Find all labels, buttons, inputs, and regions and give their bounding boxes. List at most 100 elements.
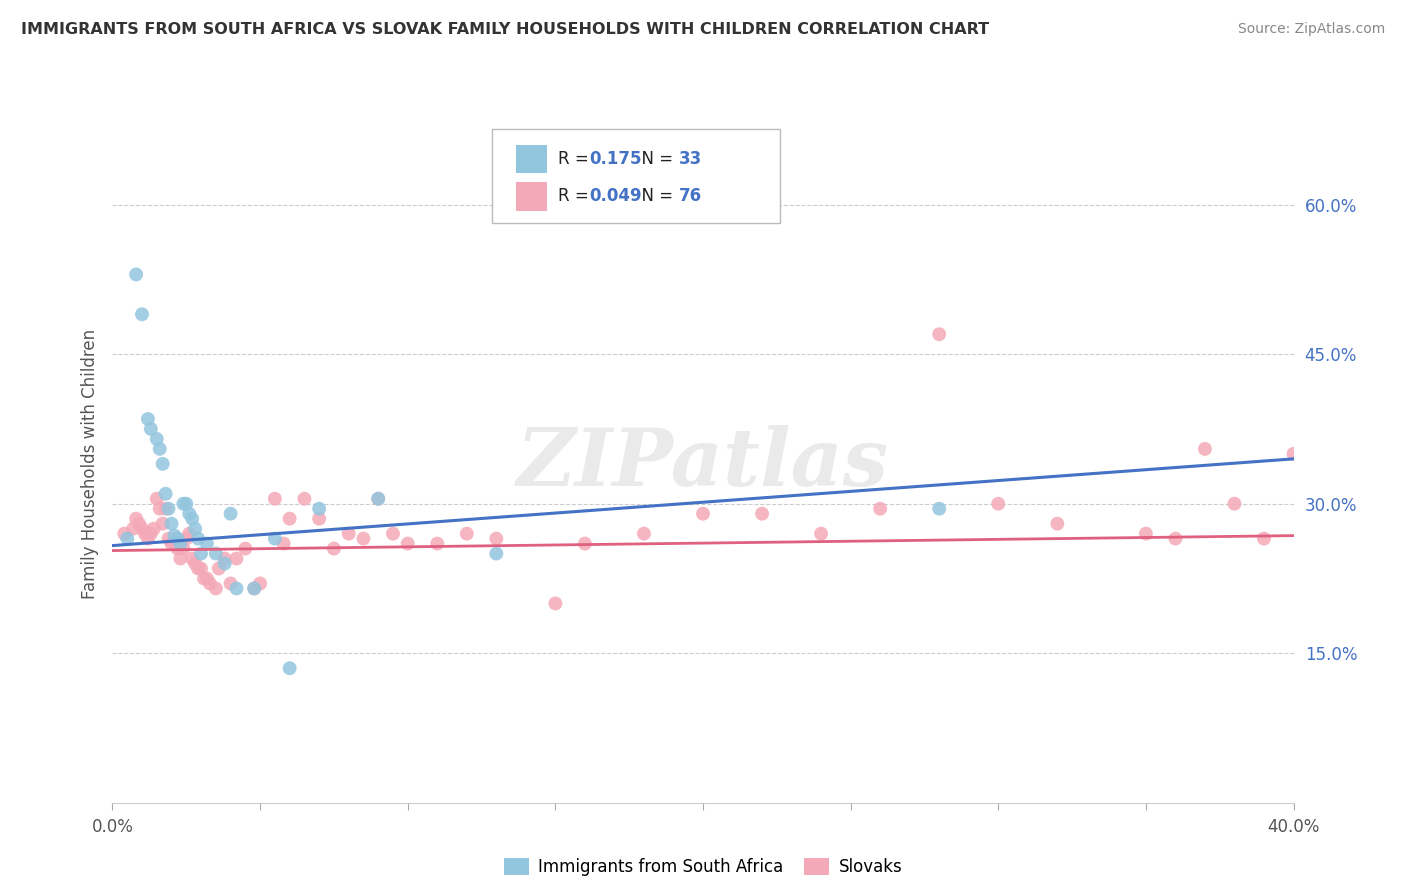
- Point: [987, 497, 1010, 511]
- Point: [179, 507, 201, 521]
- Point: [337, 526, 360, 541]
- Point: [163, 528, 186, 542]
- Point: [169, 536, 191, 550]
- Point: [195, 572, 218, 586]
- Point: [485, 547, 508, 561]
- Point: [214, 551, 236, 566]
- Point: [181, 511, 204, 525]
- Point: [225, 551, 247, 566]
- Point: [352, 532, 374, 546]
- Point: [396, 536, 419, 550]
- Point: [1046, 516, 1069, 531]
- Point: [146, 491, 169, 506]
- Point: [181, 551, 204, 566]
- Point: [1253, 532, 1275, 546]
- Point: [125, 268, 148, 282]
- Point: [155, 501, 177, 516]
- Point: [810, 526, 832, 541]
- Point: [1282, 447, 1305, 461]
- Point: [869, 501, 891, 516]
- Point: [278, 661, 301, 675]
- Y-axis label: Family Households with Children: Family Households with Children: [80, 329, 98, 599]
- Point: [160, 536, 183, 550]
- Text: 0.049: 0.049: [589, 187, 641, 205]
- Point: [163, 536, 186, 550]
- Point: [152, 457, 174, 471]
- Point: [149, 501, 172, 516]
- Text: ZIPatlas: ZIPatlas: [517, 425, 889, 502]
- Point: [205, 582, 228, 596]
- Point: [308, 501, 330, 516]
- Point: [146, 432, 169, 446]
- Point: [751, 507, 773, 521]
- Point: [139, 422, 162, 436]
- Point: [166, 541, 188, 556]
- Text: Source: ZipAtlas.com: Source: ZipAtlas.com: [1237, 22, 1385, 37]
- Point: [128, 516, 150, 531]
- Point: [155, 487, 177, 501]
- Point: [139, 526, 162, 541]
- Point: [544, 596, 567, 610]
- Text: 76: 76: [679, 187, 702, 205]
- Point: [367, 491, 389, 506]
- Point: [125, 511, 148, 525]
- Point: [233, 541, 256, 556]
- Point: [456, 526, 478, 541]
- Point: [184, 522, 207, 536]
- Text: R =: R =: [558, 150, 595, 168]
- Point: [117, 532, 138, 546]
- Point: [292, 491, 315, 506]
- Text: N =: N =: [631, 150, 679, 168]
- Point: [149, 442, 172, 456]
- Point: [1135, 526, 1157, 541]
- Point: [692, 507, 714, 521]
- Point: [136, 412, 159, 426]
- Point: [174, 532, 197, 546]
- Point: [122, 522, 145, 536]
- Point: [172, 497, 194, 511]
- Point: [323, 541, 346, 556]
- Point: [1341, 507, 1364, 521]
- Point: [134, 526, 156, 541]
- Point: [136, 532, 159, 546]
- Point: [426, 536, 449, 550]
- Point: [169, 551, 191, 566]
- Point: [485, 532, 508, 546]
- Point: [367, 491, 389, 506]
- Point: [382, 526, 405, 541]
- Point: [112, 526, 135, 541]
- Point: [1164, 532, 1187, 546]
- Point: [219, 576, 242, 591]
- Point: [198, 576, 221, 591]
- Point: [193, 572, 215, 586]
- Point: [278, 511, 301, 525]
- Point: [205, 547, 228, 561]
- Point: [574, 536, 596, 550]
- Point: [264, 491, 287, 506]
- Point: [152, 516, 174, 531]
- Legend: Immigrants from South Africa, Slovaks: Immigrants from South Africa, Slovaks: [496, 851, 910, 882]
- Point: [187, 561, 209, 575]
- Point: [131, 522, 153, 536]
- Point: [308, 511, 330, 525]
- Point: [1223, 497, 1246, 511]
- Point: [1194, 442, 1216, 456]
- Point: [166, 532, 188, 546]
- Point: [264, 532, 287, 546]
- Point: [225, 582, 247, 596]
- Text: R =: R =: [558, 187, 595, 205]
- Point: [208, 561, 231, 575]
- Point: [142, 522, 165, 536]
- Point: [172, 541, 194, 556]
- Point: [184, 557, 207, 571]
- Point: [179, 526, 201, 541]
- Text: N =: N =: [631, 187, 679, 205]
- Point: [243, 582, 266, 596]
- Point: [273, 536, 295, 550]
- Text: IMMIGRANTS FROM SOUTH AFRICA VS SLOVAK FAMILY HOUSEHOLDS WITH CHILDREN CORRELATI: IMMIGRANTS FROM SOUTH AFRICA VS SLOVAK F…: [21, 22, 990, 37]
- Point: [160, 516, 183, 531]
- Text: 0.175: 0.175: [589, 150, 641, 168]
- Point: [190, 547, 212, 561]
- Point: [243, 582, 266, 596]
- Point: [190, 561, 212, 575]
